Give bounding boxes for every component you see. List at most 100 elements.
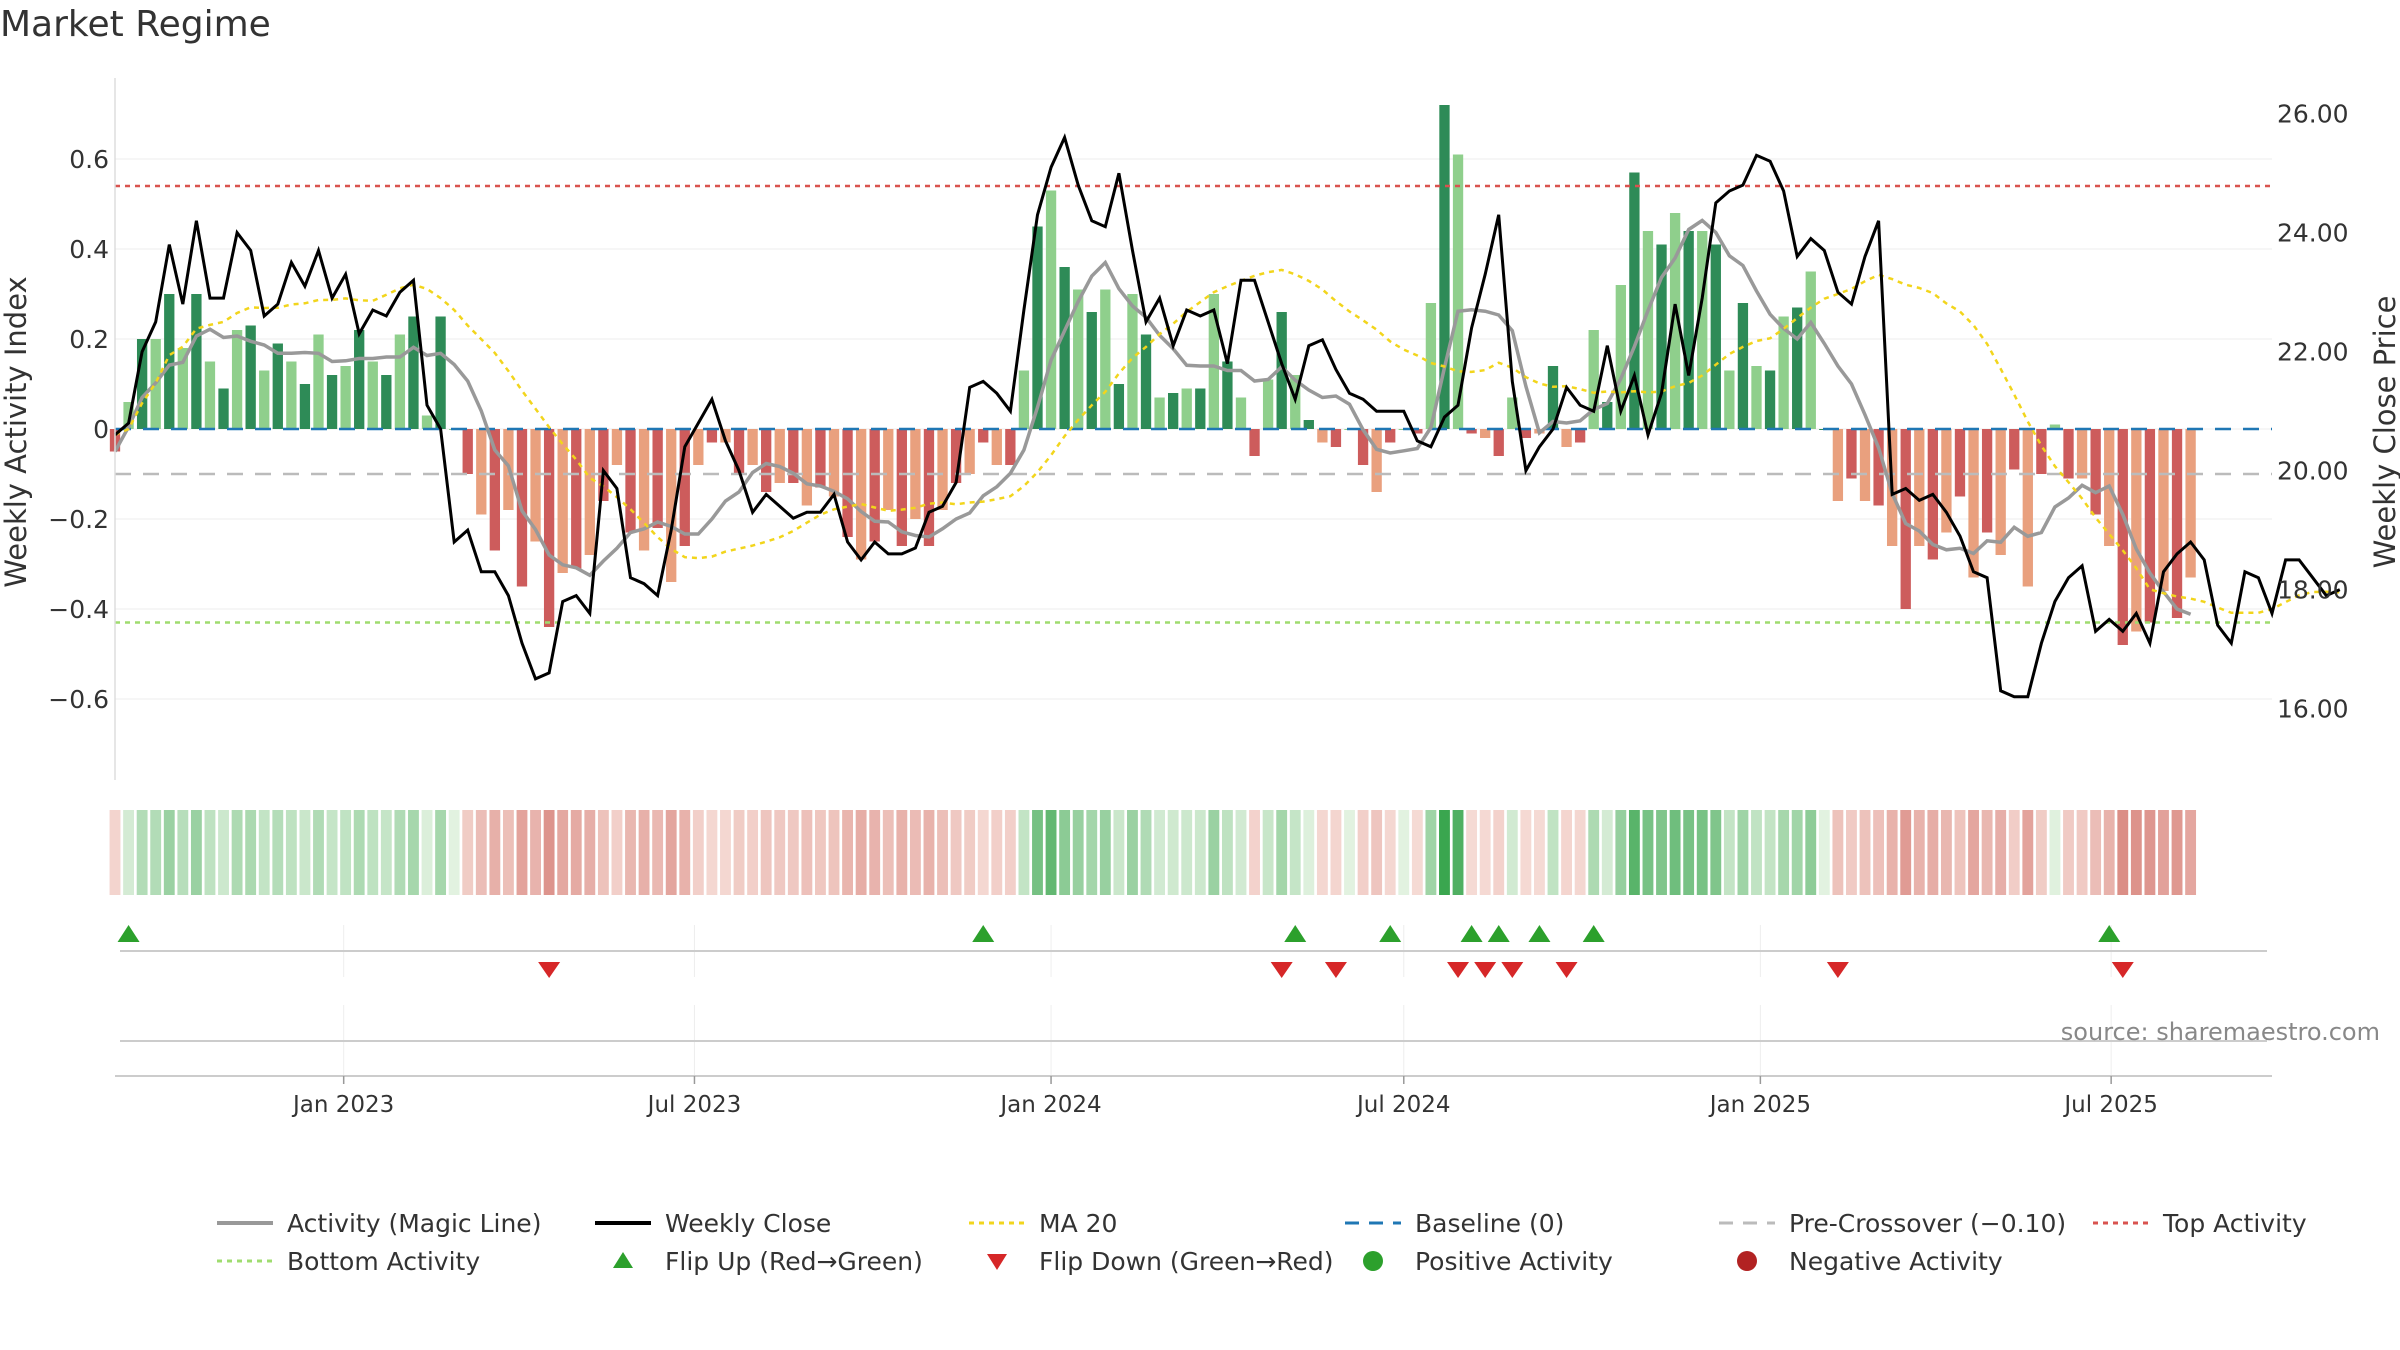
reference-levels xyxy=(115,184,2272,624)
activity-bar xyxy=(733,429,745,474)
legend-close: Weekly Close xyxy=(593,1205,831,1241)
regime-cell xyxy=(1900,810,1912,895)
regime-cell xyxy=(1683,810,1695,895)
legend-close-swatch xyxy=(595,1221,651,1225)
activity-bar xyxy=(2049,424,2061,429)
x-tick-label: Jan 2023 xyxy=(291,1092,394,1118)
activity-bar xyxy=(1520,429,1532,438)
y-axis-label: Weekly Activity Index xyxy=(0,276,33,587)
activity-bar xyxy=(2117,429,2128,645)
regime-cell xyxy=(435,810,447,895)
regime-cell xyxy=(380,810,392,895)
activity-bar xyxy=(1167,393,1179,429)
activity-bar xyxy=(326,375,338,429)
legend: Activity (Magic Line) Bottom Activity We… xyxy=(215,1205,2395,1285)
regime-cell xyxy=(855,810,867,895)
regime-cell xyxy=(584,810,596,895)
regime-cell xyxy=(2103,810,2115,895)
flip-up-marker xyxy=(1460,925,1483,942)
activity-bar xyxy=(1086,312,1097,429)
regime-cell xyxy=(340,810,352,895)
regime-cell xyxy=(408,810,419,895)
activity-bar xyxy=(1900,429,1911,609)
positive-dot-icon xyxy=(1363,1251,1383,1271)
legend-bottom-swatch xyxy=(217,1259,273,1263)
activity-bar xyxy=(2063,429,2074,479)
regime-cell xyxy=(1723,810,1735,895)
regime-cell xyxy=(1398,810,1410,895)
activity-bar xyxy=(1764,370,1776,429)
activity-bar xyxy=(774,429,785,483)
activity-bar xyxy=(1574,429,1586,443)
activity-bar xyxy=(625,429,636,533)
regime-cell xyxy=(1072,810,1084,895)
y-tick-label: −0.2 xyxy=(48,505,109,534)
regime-cell xyxy=(123,810,134,895)
regime-cell xyxy=(638,810,650,895)
activity-bar xyxy=(1846,429,1857,479)
flip-down-marker xyxy=(1270,962,1293,978)
regime-cell xyxy=(367,810,379,895)
regime-cell xyxy=(489,810,501,895)
negative-dot-icon xyxy=(1737,1251,1757,1271)
activity-bar xyxy=(991,429,1002,465)
activity-bar xyxy=(204,361,216,429)
activity-bar xyxy=(1561,429,1572,447)
activity-bar xyxy=(191,294,202,429)
activity-bar xyxy=(1941,429,1952,533)
legend-magic: Activity (Magic Line) xyxy=(215,1205,541,1241)
x-tick-label: Jan 2025 xyxy=(1708,1092,1811,1118)
activity-bar xyxy=(1371,429,1382,492)
regime-cell xyxy=(1493,810,1505,895)
activity-bar xyxy=(571,429,582,569)
legend-pre-label: Pre-Crossover (−0.10) xyxy=(1789,1208,2067,1238)
regime-cell xyxy=(679,810,691,895)
regime-cell xyxy=(1968,810,1979,895)
regime-cell xyxy=(1940,810,1952,895)
regime-cell xyxy=(1737,810,1749,895)
flip-up-marker xyxy=(1284,925,1307,942)
regime-cell xyxy=(353,810,365,895)
legend-negative-label: Negative Activity xyxy=(1789,1246,2003,1276)
legend-positive: Positive Activity xyxy=(1343,1243,1613,1279)
regime-cell xyxy=(828,810,840,895)
regime-cell xyxy=(815,810,826,895)
regime-cell xyxy=(1194,810,1206,895)
regime-cell xyxy=(1805,810,1817,895)
y-tick-label: 0 xyxy=(93,415,109,444)
regime-cell xyxy=(1710,810,1722,895)
activity-bar xyxy=(937,429,948,510)
activity-bar xyxy=(1642,231,1654,429)
y2-axis-label: Weekly Close Price xyxy=(2368,296,2400,569)
regime-cell xyxy=(1778,810,1790,895)
regime-cell xyxy=(313,810,324,895)
activity-bar xyxy=(1602,402,1613,429)
regime-cell xyxy=(923,810,935,895)
regime-cell xyxy=(557,810,569,895)
activity-bar xyxy=(381,375,392,429)
regime-cell xyxy=(299,810,311,895)
activity-bar xyxy=(1303,420,1314,429)
activity-bar xyxy=(1507,397,1518,429)
activity-bar xyxy=(1181,388,1192,429)
x-tick-label: Jul 2024 xyxy=(1355,1092,1451,1118)
regime-cell xyxy=(1615,810,1627,895)
regime-cell xyxy=(1520,810,1532,895)
activity-bar xyxy=(177,348,188,429)
activity-bar xyxy=(1222,361,1233,429)
activity-bar xyxy=(1778,316,1789,429)
activity-bar xyxy=(367,361,378,429)
regime-cell xyxy=(625,810,636,895)
regime-cell xyxy=(2171,810,2183,895)
activity-bar xyxy=(354,330,365,429)
activity-bar xyxy=(1249,429,1260,456)
regime-cell xyxy=(1032,810,1043,895)
activity-bar xyxy=(1981,429,1993,533)
activity-bar xyxy=(1656,244,1667,429)
regime-cell xyxy=(2158,810,2169,895)
regime-cell xyxy=(1764,810,1776,895)
y-tick-label: −0.6 xyxy=(48,685,109,714)
regime-cell xyxy=(1832,810,1844,895)
regime-cell xyxy=(937,810,948,895)
